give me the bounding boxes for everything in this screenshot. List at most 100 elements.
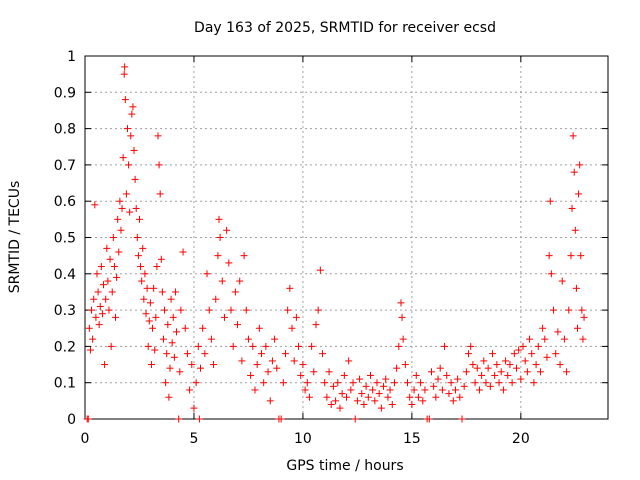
data-point [97, 263, 105, 271]
data-point [218, 277, 226, 285]
data-point [288, 324, 296, 332]
x-tick-label: 5 [189, 431, 198, 447]
data-point [512, 364, 520, 372]
x-tick-label: 10 [294, 431, 312, 447]
data-point [332, 397, 340, 405]
data-point [579, 335, 587, 343]
data-point [125, 161, 133, 169]
data-point [166, 364, 174, 372]
data-point [281, 350, 289, 358]
data-point [419, 397, 427, 405]
data-point [179, 248, 187, 256]
data-point [303, 379, 311, 387]
data-point [441, 342, 449, 350]
y-tick-label: 0.5 [54, 231, 76, 247]
data-point [113, 273, 121, 281]
data-point [577, 252, 585, 260]
data-point [157, 255, 165, 263]
data-point [454, 375, 462, 383]
data-point [168, 339, 176, 347]
data-point [231, 288, 239, 296]
data-point [154, 132, 162, 140]
x-tick-label: 15 [403, 431, 421, 447]
data-point [183, 350, 191, 358]
data-point [156, 190, 164, 198]
data-point [353, 397, 361, 405]
data-point [580, 313, 588, 321]
data-point [266, 397, 274, 405]
data-point [158, 288, 166, 296]
data-point [334, 379, 342, 387]
y-tick-label: 1 [67, 49, 76, 65]
data-point [560, 335, 568, 343]
data-point [167, 295, 175, 303]
data-point [443, 371, 451, 379]
data-point [194, 342, 202, 350]
data-point [244, 335, 252, 343]
data-point [462, 368, 470, 376]
data-point [207, 335, 215, 343]
data-point [380, 382, 388, 390]
data-point [177, 306, 185, 314]
data-point [495, 379, 503, 387]
data-point [447, 379, 455, 387]
data-point [316, 266, 324, 274]
data-point [460, 382, 468, 390]
data-point [469, 361, 477, 369]
data-point [571, 226, 579, 234]
data-point [108, 288, 116, 296]
data-point [253, 361, 261, 369]
data-point [547, 270, 555, 278]
data-point [107, 342, 115, 350]
data-point [563, 368, 571, 376]
data-point [165, 393, 173, 401]
data-point [126, 208, 134, 216]
data-point [539, 324, 547, 332]
data-point [521, 357, 529, 365]
data-point [410, 386, 418, 394]
data-point [438, 386, 446, 394]
data-point [196, 364, 204, 372]
data-point [347, 386, 355, 394]
y-tick-label: 0.1 [54, 376, 76, 392]
data-point [240, 252, 248, 260]
data-point [534, 342, 542, 350]
data-point [229, 342, 237, 350]
data-point [138, 277, 146, 285]
data-point [181, 324, 189, 332]
data-point [147, 361, 155, 369]
data-point [199, 324, 207, 332]
data-point [216, 234, 224, 241]
grid [85, 56, 608, 419]
y-tick-label: 0.8 [54, 122, 76, 138]
data-point [475, 386, 483, 394]
data-point [478, 371, 486, 379]
data-point [305, 393, 313, 401]
data-point [546, 197, 554, 205]
data-point [192, 379, 200, 387]
data-point [214, 252, 222, 260]
data-point [220, 313, 228, 321]
data-point [223, 226, 231, 234]
y-tick-label: 0.3 [54, 303, 76, 319]
data-point [417, 379, 425, 387]
data-point [162, 379, 170, 387]
data-point [502, 357, 510, 365]
data-point [151, 346, 159, 354]
data-point [434, 375, 442, 383]
data-point [373, 379, 381, 387]
data-point [510, 350, 518, 358]
data-point [493, 361, 501, 369]
data-point [456, 393, 464, 401]
data-point [103, 244, 111, 252]
data-point [384, 393, 392, 401]
data-point [406, 393, 414, 401]
data-point [482, 379, 490, 387]
data-point [279, 379, 287, 387]
data-point [325, 368, 333, 376]
data-point [401, 361, 409, 369]
data-point [301, 386, 309, 394]
data-point [225, 259, 233, 267]
data-point [86, 346, 94, 354]
data-point [412, 371, 420, 379]
